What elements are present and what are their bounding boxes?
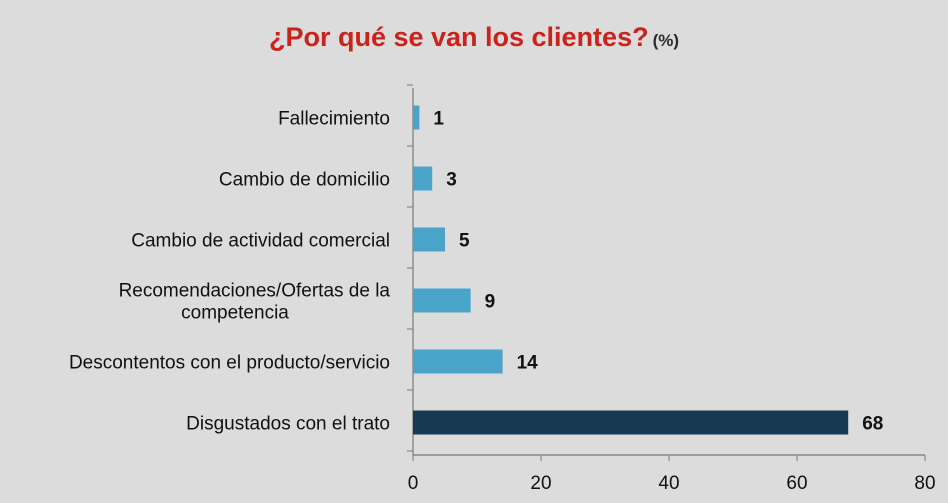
data-label: 68 [862, 414, 883, 435]
category-label: Cambio de domicilio [219, 170, 390, 191]
category-label: competencia [181, 303, 289, 324]
chart-title-main: ¿Por qué se van los clientes? [268, 22, 649, 52]
chart-title-unit: (%) [652, 31, 680, 50]
category-label: Recomendaciones/Ofertas de la [119, 281, 391, 302]
bar [413, 410, 849, 435]
bar [413, 227, 445, 252]
category-label: Disgustados con el trato [186, 414, 390, 435]
x-tick-label: 40 [658, 473, 679, 494]
data-label: 9 [485, 292, 496, 313]
category-label: Cambio de actividad comercial [131, 231, 390, 252]
x-tick-label: 80 [914, 473, 935, 494]
bar [413, 166, 433, 191]
data-label: 1 [433, 109, 444, 130]
category-label: Fallecimiento [278, 109, 390, 130]
bar [413, 105, 420, 130]
data-label: 5 [459, 231, 470, 252]
category-label: Descontentos con el producto/servicio [69, 353, 390, 374]
x-tick-label: 20 [530, 473, 551, 494]
bar [413, 288, 471, 313]
x-tick-label: 60 [786, 473, 807, 494]
chart-title: ¿Por qué se van los clientes? (%) [0, 22, 948, 53]
data-label: 14 [517, 353, 539, 374]
x-tick-label: 0 [408, 473, 419, 494]
data-label: 3 [446, 170, 457, 191]
bar [413, 349, 503, 374]
